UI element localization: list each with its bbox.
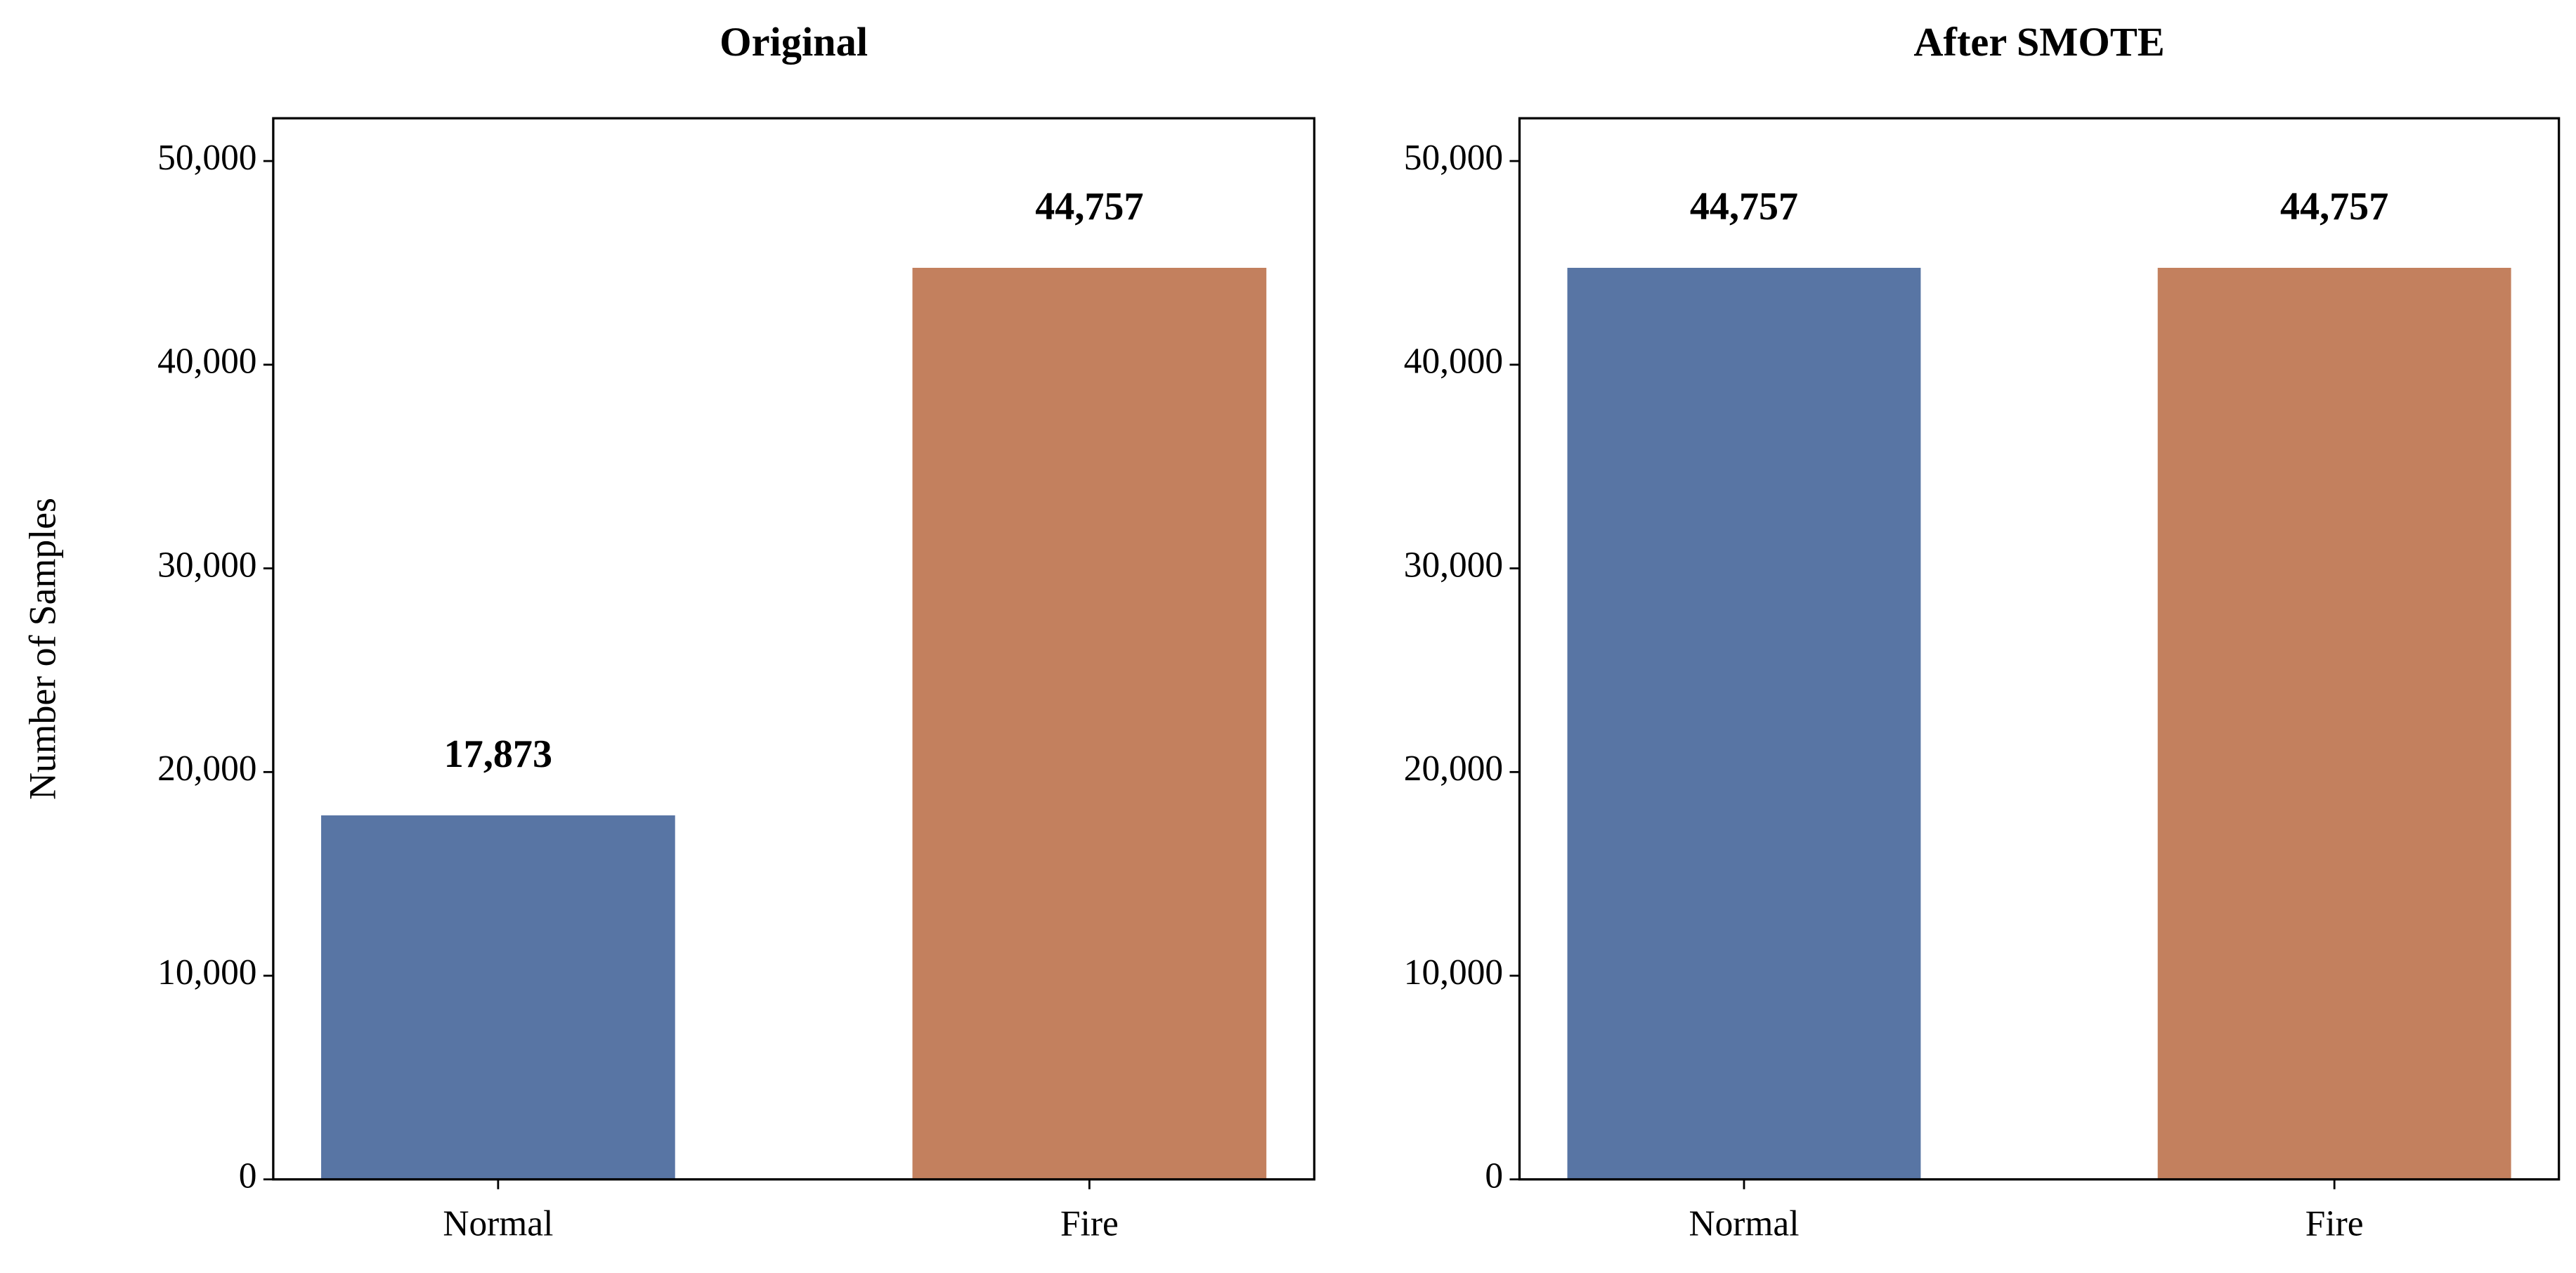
value-label: 44,757 — [2280, 185, 2388, 228]
bar — [1567, 268, 1921, 1180]
y-tick-label: 0 — [1485, 1156, 1503, 1196]
chart-title: Original — [720, 19, 868, 65]
value-label: 44,757 — [1035, 185, 1143, 228]
y-tick-label: 0 — [239, 1156, 257, 1196]
axes-frame — [1518, 117, 2561, 1181]
value-label: 17,873 — [444, 732, 552, 776]
axes-frame — [272, 117, 1316, 1181]
y-axis-label: Number of Samples — [22, 498, 64, 800]
bar — [321, 815, 675, 1180]
y-tick-label: 10,000 — [157, 952, 256, 993]
y-tick-label: 30,000 — [1404, 545, 1503, 585]
y-tick-label: 40,000 — [157, 342, 256, 382]
bar — [2157, 268, 2511, 1180]
x-tick-label: Normal — [443, 1203, 553, 1243]
x-tick-label: Fire — [2305, 1203, 2364, 1243]
y-tick-label: 20,000 — [157, 749, 256, 789]
y-tick-label: 20,000 — [1404, 749, 1503, 789]
value-label: 44,757 — [1690, 185, 1798, 228]
y-tick-label: 40,000 — [1404, 342, 1503, 382]
bar — [912, 268, 1267, 1180]
y-tick-label: 50,000 — [1404, 138, 1503, 178]
x-tick-label: Normal — [1689, 1203, 1799, 1243]
y-tick-label: 10,000 — [1404, 952, 1503, 993]
x-tick-label: Fire — [1060, 1203, 1119, 1243]
y-tick-label: 30,000 — [157, 545, 256, 585]
y-tick-label: 50,000 — [157, 138, 256, 178]
chart-title: After SMOTE — [1913, 19, 2164, 65]
